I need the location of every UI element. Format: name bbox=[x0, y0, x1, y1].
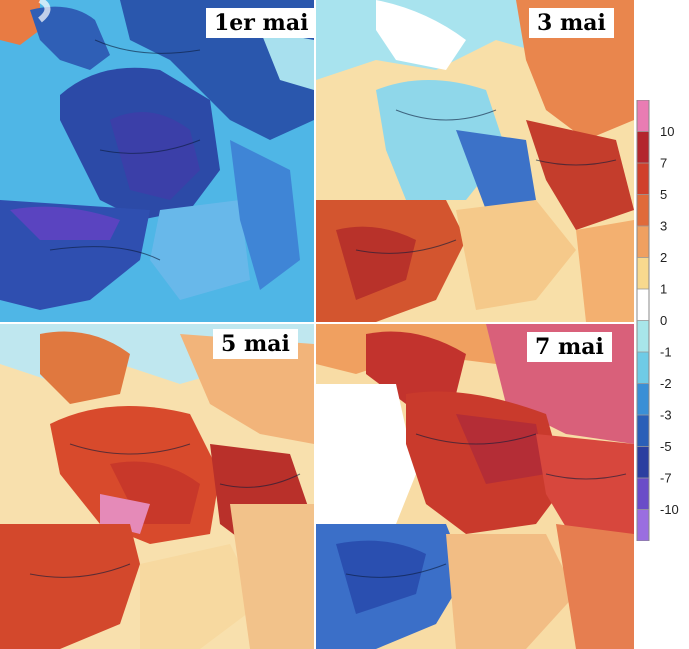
legend-swatch bbox=[637, 415, 649, 447]
map-may-7 bbox=[316, 324, 634, 649]
legend-tick-label: 2 bbox=[660, 250, 667, 265]
legend-swatch bbox=[637, 478, 649, 510]
legend-swatch bbox=[637, 446, 649, 479]
legend-tick-label: -7 bbox=[660, 471, 672, 486]
map-panel-may-1: 1er mai bbox=[0, 0, 314, 322]
panel-label: 7 mai bbox=[527, 332, 612, 362]
legend-tick-label: 10 bbox=[660, 124, 674, 139]
legend-tick-label: 0 bbox=[660, 313, 667, 328]
map-panel-may-7: 7 mai bbox=[316, 324, 634, 649]
panel-label: 1er mai bbox=[206, 8, 314, 38]
legend-swatch bbox=[637, 257, 649, 290]
map-may-3 bbox=[316, 0, 634, 322]
legend-color-bar bbox=[636, 100, 650, 541]
legend-tick-label: -1 bbox=[660, 345, 672, 360]
map-may-5 bbox=[0, 324, 314, 649]
map-panel-may-3: 3 mai bbox=[316, 0, 634, 322]
legend-tick-label: 7 bbox=[660, 156, 667, 171]
legend-swatch bbox=[637, 320, 649, 353]
legend-swatch bbox=[637, 352, 649, 384]
legend-swatch bbox=[637, 163, 649, 195]
legend-swatch bbox=[637, 194, 649, 227]
legend-swatch bbox=[637, 100, 649, 132]
legend-swatch bbox=[637, 226, 649, 258]
legend-tick-label: -5 bbox=[660, 439, 672, 454]
legend-swatch bbox=[637, 131, 649, 164]
legend-tick-label: -10 bbox=[660, 502, 679, 517]
legend-swatch bbox=[637, 383, 649, 416]
legend-swatch bbox=[637, 509, 649, 541]
panel-label: 5 mai bbox=[213, 329, 298, 359]
panel-label: 3 mai bbox=[529, 8, 614, 38]
map-panel-may-5: 5 mai bbox=[0, 324, 314, 649]
legend-tick-label: 1 bbox=[660, 282, 667, 297]
legend-tick-label: 3 bbox=[660, 219, 667, 234]
map-may-1 bbox=[0, 0, 314, 322]
legend-tick-label: -2 bbox=[660, 376, 672, 391]
legend-tick-label: -3 bbox=[660, 408, 672, 423]
legend-tick-label: 5 bbox=[660, 187, 667, 202]
legend-swatch bbox=[637, 289, 649, 321]
